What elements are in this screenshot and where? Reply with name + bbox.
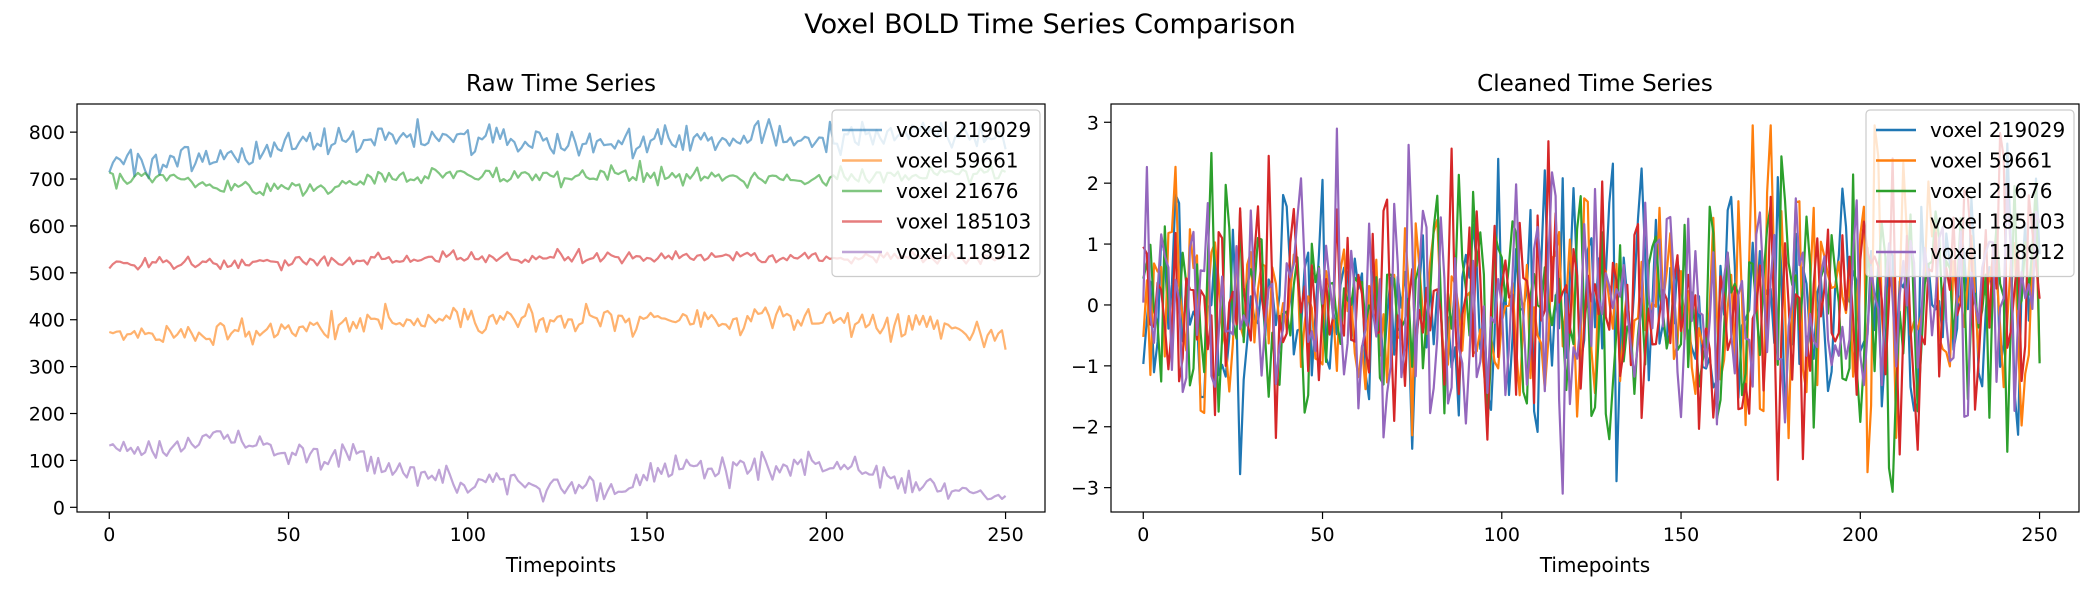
cleaned-x-tick-label: 100 [1484, 524, 1520, 546]
cleaned-legend-label: voxel 219029 [1930, 118, 2065, 142]
cleaned-y-tick-label: 1 [1087, 234, 1099, 256]
cleaned-x-axis-label: Timepoints [1539, 553, 1650, 577]
raw-y-tick-label: 800 [29, 122, 65, 144]
cleaned-legend-label: voxel 59661 [1930, 149, 2053, 173]
raw-y-tick-label: 600 [29, 216, 65, 238]
cleaned-x-tick-label: 250 [2021, 524, 2057, 546]
raw-x-tick-label: 150 [629, 524, 665, 546]
raw-x-tick-label: 100 [450, 524, 486, 546]
cleaned-x-tick-label: 150 [1663, 524, 1699, 546]
cleaned-series-line-voxel-21676 [1142, 151, 2041, 493]
cleaned-x-ticks: 0 50 100 150 200 250 [1137, 512, 2058, 546]
cleaned-y-tick-label: 2 [1087, 173, 1099, 195]
cleaned-time-series-panel: Cleaned Time Series 0 50 100 150 200 250 −3 −2… [1071, 71, 2080, 577]
figure-suptitle: Voxel BOLD Time Series Comparison [804, 9, 1296, 40]
raw-y-tick-label: 100 [29, 450, 65, 472]
raw-plot-frame [76, 103, 1046, 513]
raw-x-tick-label: 0 [103, 524, 115, 546]
raw-x-tick-label: 200 [808, 524, 844, 546]
cleaned-legend-label: voxel 185103 [1930, 210, 2065, 234]
raw-legend-box [831, 109, 1041, 278]
raw-y-tick-label: 0 [53, 497, 65, 519]
raw-y-tick-label: 200 [29, 404, 65, 426]
cleaned-y-tick-label: −2 [1071, 417, 1099, 439]
cleaned-y-tick-label: −1 [1071, 356, 1099, 378]
raw-x-axis-label: Timepoints [505, 553, 616, 577]
cleaned-x-tick-label: 0 [1137, 524, 1149, 546]
raw-series-line-voxel-118912 [108, 429, 1007, 503]
raw-y-tick-label: 500 [29, 263, 65, 285]
raw-legend-label: voxel 118912 [896, 240, 1031, 264]
raw-y-tick-label: 300 [29, 357, 65, 379]
cleaned-x-tick-label: 200 [1842, 524, 1878, 546]
raw-y-tick-label: 700 [29, 169, 65, 191]
cleaned-panel-title: Cleaned Time Series [1477, 71, 1713, 97]
cleaned-y-ticks: −3 −2 −1 0 1 2 3 [1071, 112, 1111, 500]
cleaned-y-tick-label: 0 [1087, 295, 1099, 317]
cleaned-legend-box [1865, 109, 2075, 278]
cleaned-y-tick-label: 3 [1087, 112, 1099, 134]
raw-y-ticks: 0 100 200 300 400 500 600 700 800 [29, 122, 77, 519]
raw-legend-label: voxel 21676 [896, 179, 1019, 203]
raw-x-ticks: 0 50 100 150 200 250 [103, 512, 1024, 546]
raw-y-tick-label: 400 [29, 310, 65, 332]
raw-legend: voxel 219029 voxel 59661 voxel 21676 voxel … [831, 109, 1041, 278]
cleaned-legend-label: voxel 118912 [1930, 240, 2065, 264]
raw-legend-label: voxel 185103 [896, 210, 1031, 234]
raw-panel-title: Raw Time Series [466, 71, 656, 97]
raw-legend-label: voxel 59661 [896, 149, 1019, 173]
cleaned-legend: voxel 219029 voxel 59661 voxel 21676 voxel … [1865, 109, 2075, 278]
cleaned-y-tick-label: −3 [1071, 478, 1099, 500]
cleaned-plot-frame [1110, 103, 2080, 513]
cleaned-x-tick-label: 50 [1310, 524, 1334, 546]
cleaned-legend-label: voxel 21676 [1930, 179, 2053, 203]
raw-x-tick-label: 250 [987, 524, 1023, 546]
raw-time-series-panel: Raw Time Series 0 50 100 150 200 250 0 100 200 3… [29, 71, 1046, 577]
raw-x-tick-label: 50 [276, 524, 300, 546]
raw-legend-label: voxel 219029 [896, 118, 1031, 142]
raw-series-line-voxel-59661 [108, 302, 1007, 350]
